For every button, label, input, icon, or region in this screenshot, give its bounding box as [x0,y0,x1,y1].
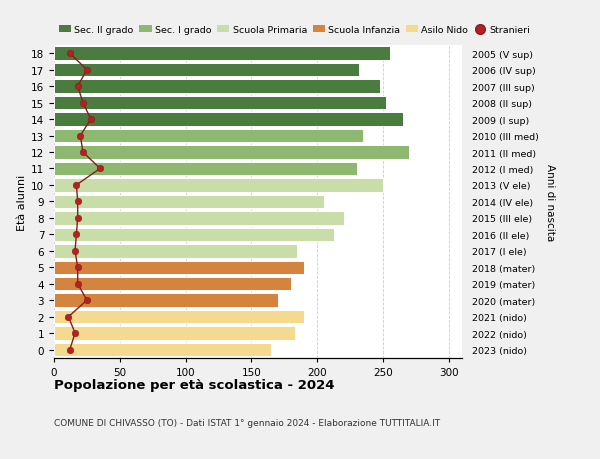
Bar [54,343,271,357]
Point [71,231,81,239]
Text: Popolazione per età scolastica - 2024: Popolazione per età scolastica - 2024 [54,379,335,392]
Text: COMUNE DI CHIVASSO (TO) - Dati ISTAT 1° gennaio 2024 - Elaborazione TUTTITALIA.I: COMUNE DI CHIVASSO (TO) - Dati ISTAT 1° … [54,418,440,427]
Bar [54,146,409,159]
Bar [54,64,359,77]
Bar [54,277,291,291]
Bar [54,80,380,94]
Point [95,165,105,173]
Point [82,67,92,74]
Bar [54,195,324,209]
Point [73,280,82,288]
Point [76,133,85,140]
Point [73,215,82,222]
Bar [54,261,304,274]
Bar [54,113,403,127]
Point [64,313,73,321]
Point [65,346,74,353]
Point [78,100,88,107]
Point [78,149,88,157]
Y-axis label: Anni di nascita: Anni di nascita [545,163,555,241]
Bar [54,179,383,192]
Point [82,297,92,304]
Point [73,264,82,271]
Bar [54,212,344,225]
Point [71,182,81,189]
Point [65,50,74,58]
Point [73,198,82,206]
Legend: Sec. II grado, Sec. I grado, Scuola Primaria, Scuola Infanzia, Asilo Nido, Stran: Sec. II grado, Sec. I grado, Scuola Prim… [59,26,530,35]
Point [70,247,80,255]
Bar [54,129,363,143]
Point [73,83,82,90]
Bar [54,245,298,258]
Bar [54,97,386,110]
Bar [54,327,295,340]
Bar [54,294,278,307]
Bar [54,47,389,61]
Bar [54,310,304,324]
Bar [54,162,357,176]
Point [70,330,80,337]
Y-axis label: Età alunni: Età alunni [17,174,27,230]
Point [86,116,95,123]
Bar [54,228,334,241]
